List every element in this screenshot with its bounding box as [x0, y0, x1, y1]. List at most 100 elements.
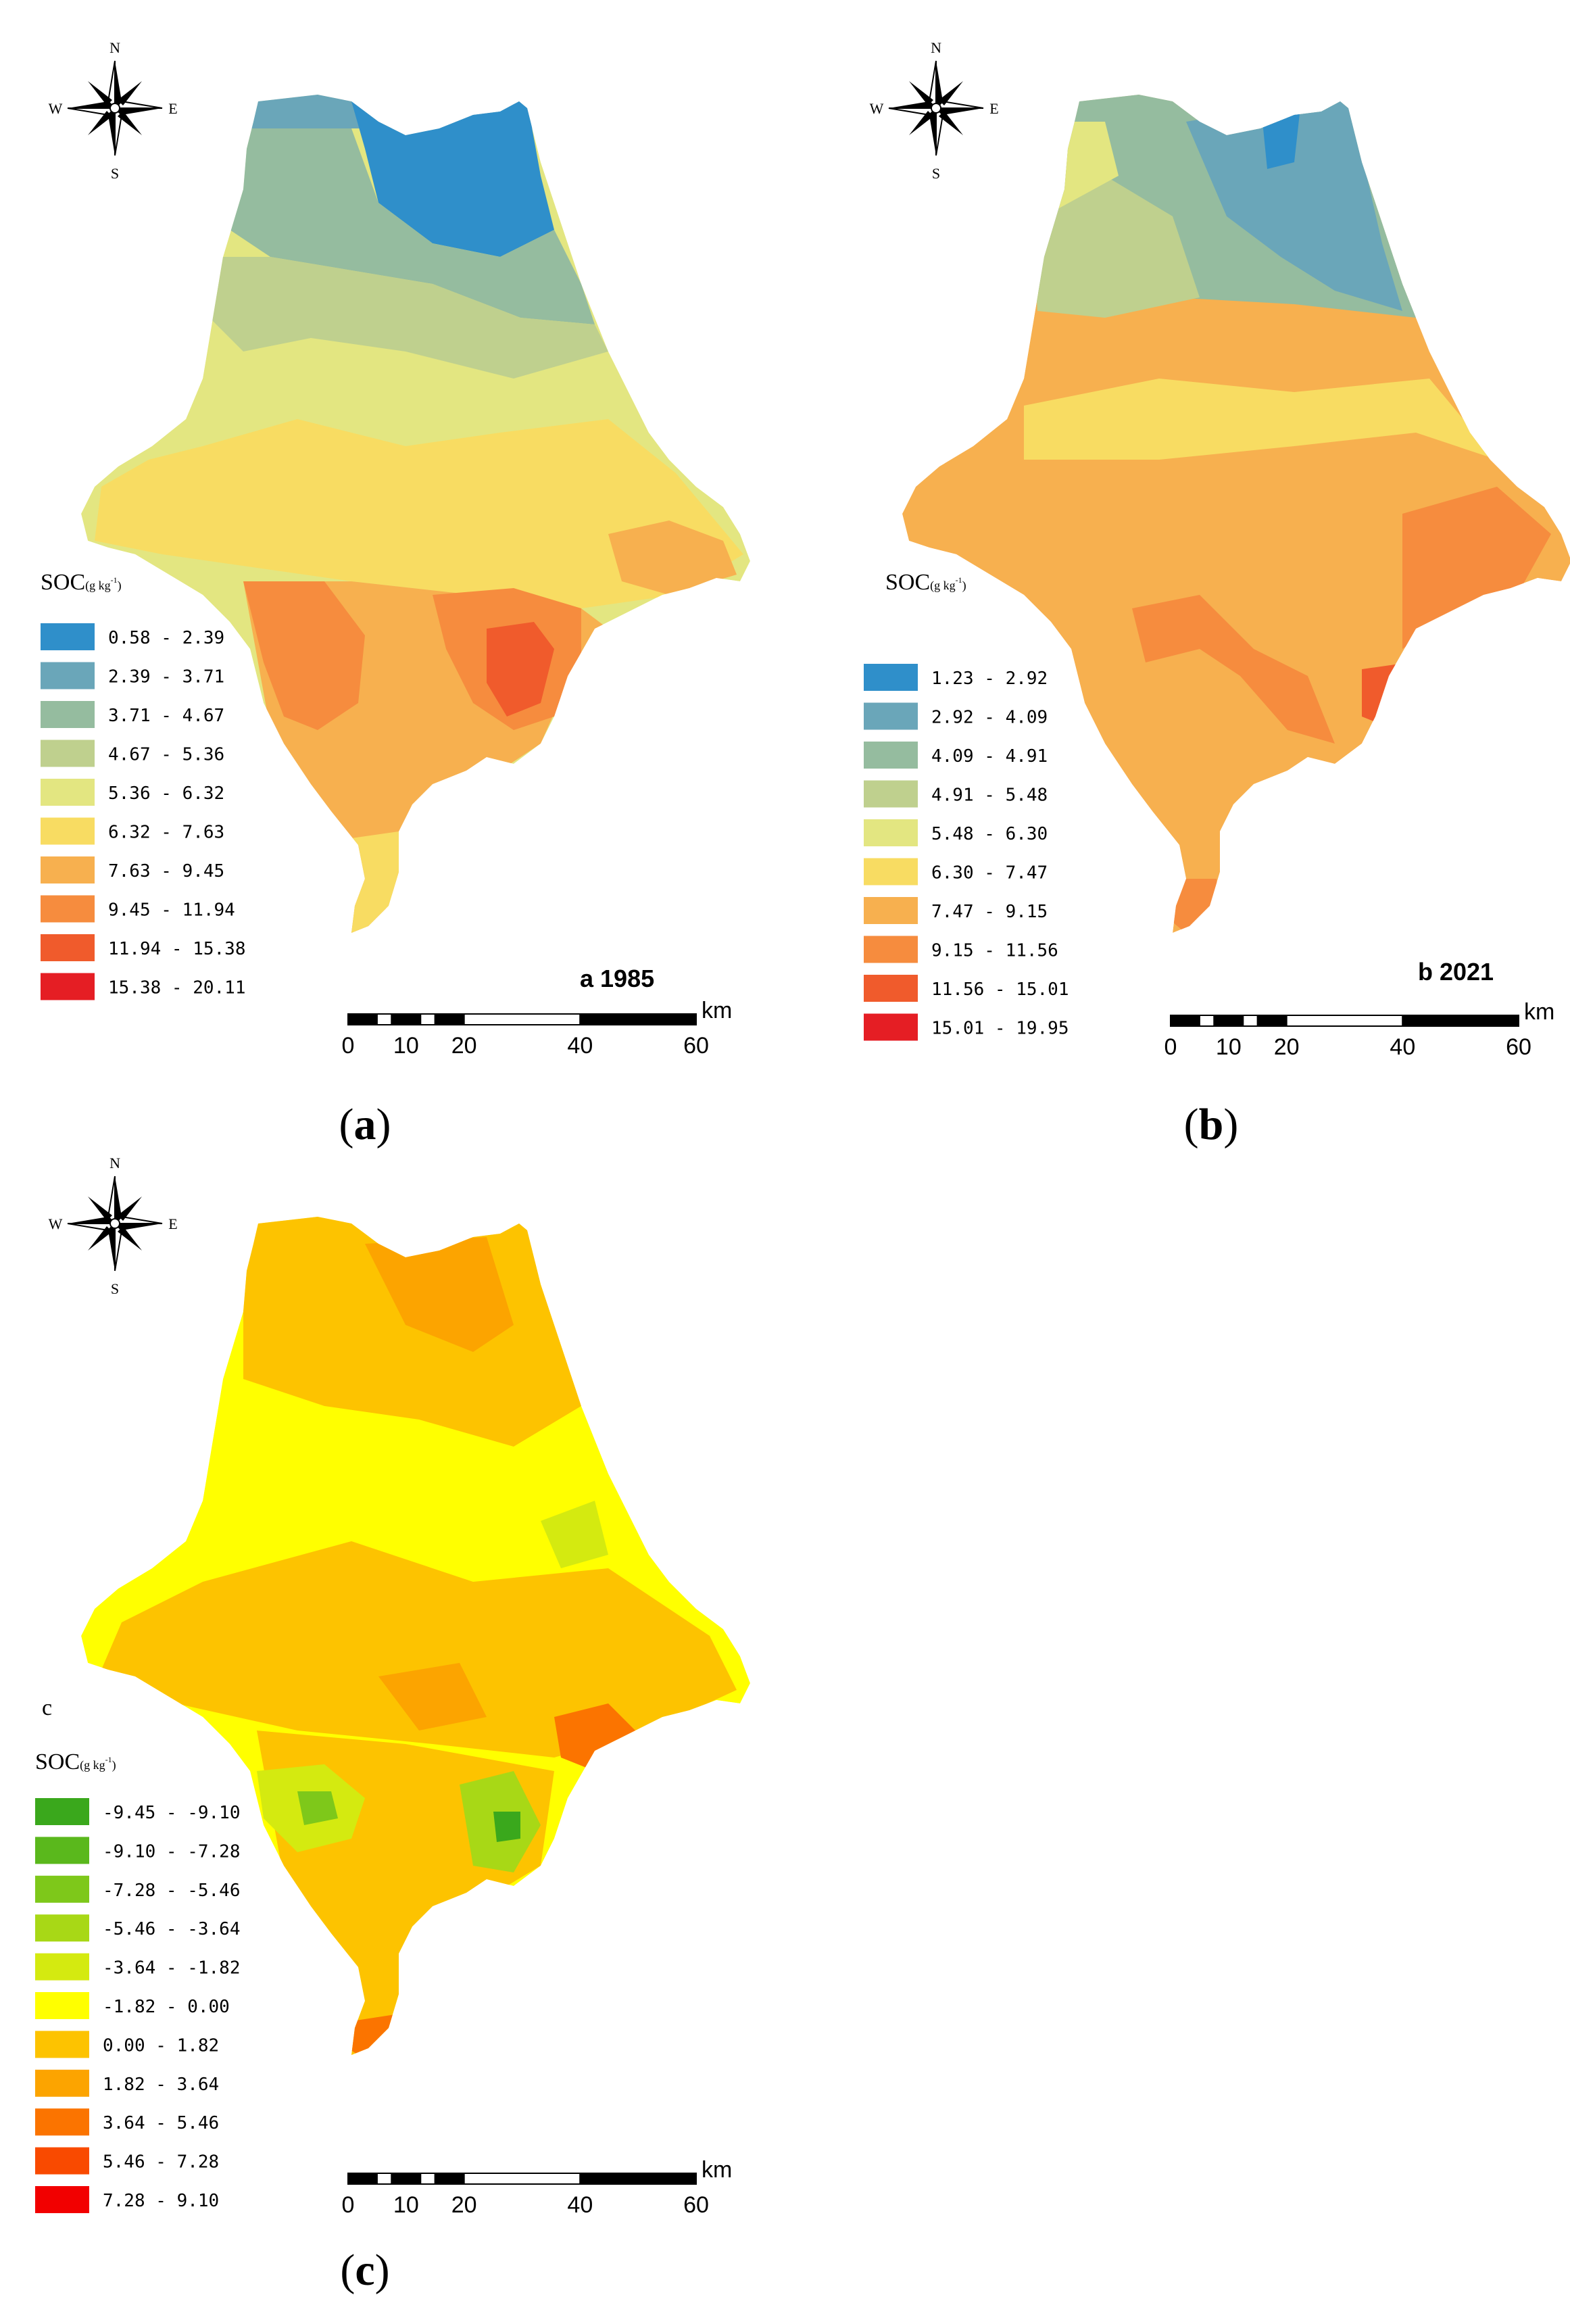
legend-c-swatch-10 [35, 2186, 89, 2213]
zone-mid-patch [378, 1663, 487, 1730]
scale-bar-segment [1256, 1015, 1287, 1027]
scale-bar-segment [1242, 1015, 1258, 1027]
scale-tick-label: 60 [683, 1033, 709, 1059]
legend-c-swatch-7 [35, 2069, 89, 2097]
scale-tick-label: 10 [1216, 1034, 1242, 1060]
compass-north-label: N [931, 39, 941, 56]
zone-central-orange [101, 1541, 737, 1758]
zone-middle-light [1024, 379, 1497, 460]
scale-tick-label: 20 [1274, 1034, 1300, 1060]
compass-south-label: S [111, 1280, 119, 1297]
legend-b-items: 1.23 - 2.92 2.92 - 4.09 4.09 - 4.91 4.91 - … [864, 664, 1069, 1041]
zone-hotspot [1362, 662, 1429, 730]
legend-c-range-label-1: -9.10 - -7.28 [103, 1841, 241, 1862]
compass-north-label: N [109, 39, 120, 56]
scale-tick-label: 40 [1390, 1034, 1415, 1060]
legend-a-range-label-4: 5.36 - 6.32 [108, 783, 224, 804]
scale-tick-label: 0 [342, 2192, 355, 2218]
legend-b-range-label-2: 4.09 - 4.91 [931, 746, 1048, 767]
scale-bar-segment [376, 2173, 393, 2185]
compass-rose-icon: N S E W [49, 1155, 178, 1297]
legend-b-swatch-3 [864, 780, 918, 808]
legend-b-range-label-6: 7.47 - 9.15 [931, 902, 1048, 922]
legend-b-range-label-1: 2.92 - 4.09 [931, 708, 1048, 728]
scale-bar-segment [376, 1013, 393, 1025]
legend-b-range-label-3: 4.91 - 5.48 [931, 785, 1048, 806]
zone-north-dark-orange [365, 1237, 514, 1352]
legend-a-range-label-9: 15.38 - 20.11 [108, 978, 246, 998]
legend-a-swatch-1 [41, 662, 95, 689]
legend-c-swatch-8 [35, 2108, 89, 2136]
legend-c-swatch-3 [35, 1914, 89, 1942]
legend-b-swatch-0 [864, 664, 918, 691]
zone-east-green-core [493, 1812, 520, 1842]
legend-c-range-label-6: 0.00 - 1.82 [103, 2035, 219, 2056]
soc-map-2021 [902, 95, 1570, 933]
scale-unit-label: km [702, 998, 732, 1023]
compass-north-label: N [109, 1155, 120, 1171]
legend-c-range-label-5: -1.82 - 0.00 [103, 1997, 230, 2017]
legend-a-swatch-4 [41, 779, 95, 806]
legend-b-range-label-8: 11.56 - 15.01 [931, 979, 1069, 1000]
legend-a: SOC(g kg-1) 0.58 - 2.39 2.39 - 3.71 3.71 -… [41, 570, 246, 1000]
legend-c-range-label-0: -9.45 - -9.10 [103, 1803, 241, 1823]
legend-c-range-label-3: -5.46 - -3.64 [103, 1919, 241, 1939]
scale-bar-segment [1402, 1015, 1519, 1027]
legend-c-swatch-1 [35, 1837, 89, 1864]
legend-b: SOC(g kg-1) 1.23 - 2.92 2.92 - 4.09 4.09 -… [864, 570, 1069, 1041]
panel-c: N S E W c SOC(g kg [35, 1155, 750, 2295]
legend-b-swatch-8 [864, 975, 918, 1002]
zone-upper-teal [230, 128, 595, 324]
legend-b-range-label-9: 15.01 - 19.95 [931, 1019, 1069, 1039]
legend-c-range-label-2: -7.28 - -5.46 [103, 1881, 241, 1901]
scale-bar-a: 0 10 20 40 60 km [342, 998, 733, 1059]
legend-b-swatch-7 [864, 936, 918, 963]
legend-a-range-label-0: 0.58 - 2.39 [108, 628, 224, 648]
scale-bar-segment [420, 2173, 436, 2185]
scale-bar-segment [434, 2173, 465, 2185]
compass-east-label: E [168, 1215, 177, 1232]
scale-tick-label: 40 [567, 1033, 593, 1059]
legend-b-swatch-4 [864, 819, 918, 846]
compass-south-label: S [111, 165, 119, 182]
legend-c-range-label-8: 3.64 - 5.46 [103, 2113, 219, 2133]
zone-north-green [1031, 176, 1200, 318]
legend-a-swatch-0 [41, 623, 95, 650]
scale-tick-label: 40 [567, 2192, 593, 2218]
soc-map-1985 [81, 95, 750, 933]
compass-east-label: E [989, 100, 998, 117]
scale-bar-segment [434, 1013, 465, 1025]
legend-c-range-label-9: 5.46 - 7.28 [103, 2152, 219, 2173]
legend-c: SOC(g kg-1) -9.45 - -9.10 -9.10 - -7.28 -7… [35, 1749, 241, 2213]
legend-c-title: SOC(g kg-1) [35, 1749, 116, 1774]
zone-top-blue [351, 101, 554, 257]
legend-a-range-label-7: 9.45 - 11.94 [108, 900, 235, 921]
zone-north-blue [1186, 95, 1402, 311]
legend-c-swatch-2 [35, 1875, 89, 1903]
legend-c-swatch-4 [35, 1953, 89, 1981]
legend-a-swatch-9 [41, 973, 95, 1000]
zone-south-west-dark-orange [243, 581, 365, 730]
scale-unit-label: km [1524, 999, 1554, 1025]
legend-b-range-label-4: 5.48 - 6.30 [931, 824, 1048, 844]
map-c-label: c [42, 1695, 52, 1720]
compass-west-label: W [49, 100, 63, 117]
legend-a-swatch-7 [41, 895, 95, 923]
legend-c-range-label-10: 7.28 - 9.10 [103, 2191, 219, 2211]
scale-tick-label: 20 [451, 1033, 477, 1059]
legend-c-swatch-5 [35, 1992, 89, 2019]
scale-bar-segment [391, 2173, 422, 2185]
legend-a-swatch-8 [41, 934, 95, 961]
scale-tick-label: 0 [342, 1033, 355, 1059]
legend-b-range-label-0: 1.23 - 2.92 [931, 669, 1048, 689]
legend-c-range-label-4: -3.64 - -1.82 [103, 1958, 241, 1979]
legend-c-swatch-9 [35, 2147, 89, 2175]
legend-a-range-label-2: 3.71 - 4.67 [108, 706, 224, 726]
scale-tick-label: 0 [1164, 1034, 1177, 1060]
legend-a-range-label-3: 4.67 - 5.36 [108, 745, 224, 765]
legend-b-range-label-7: 9.15 - 11.56 [931, 941, 1058, 961]
scale-bar-segment [463, 1013, 581, 1025]
zone-south-tip [345, 831, 399, 933]
legend-a-swatch-3 [41, 740, 95, 767]
scale-bar-segment [347, 1013, 378, 1025]
